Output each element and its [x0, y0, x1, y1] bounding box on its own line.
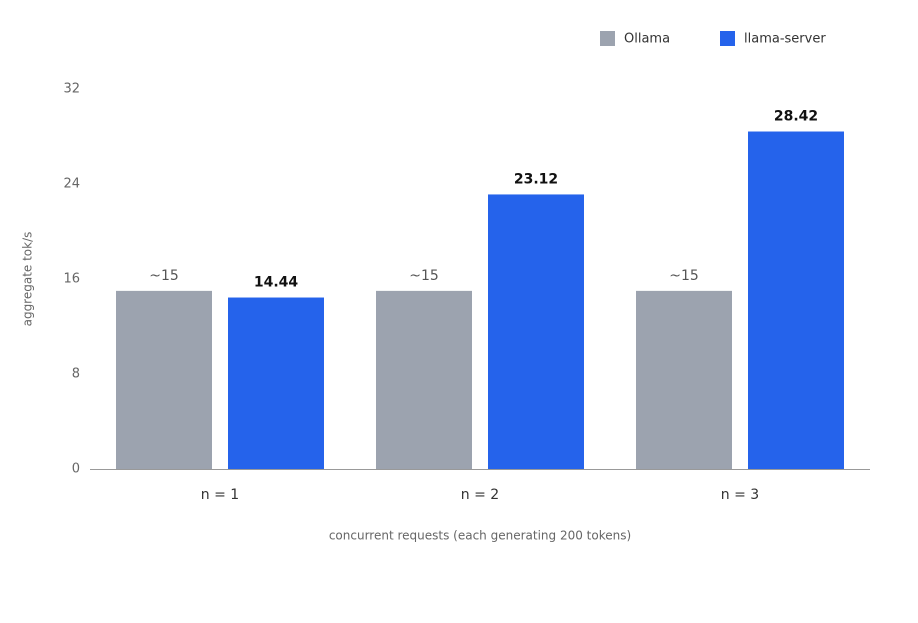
y-axis-title: aggregate tok/s [21, 232, 35, 327]
bar [636, 290, 732, 469]
bar [748, 131, 844, 469]
legend-swatch [600, 31, 615, 46]
y-tick-label: 16 [63, 272, 80, 287]
value-label: 14.44 [254, 275, 299, 291]
bar [228, 297, 324, 469]
value-label: ~15 [669, 268, 699, 284]
y-tick-label: 8 [72, 367, 80, 382]
x-tick-label: n = 1 [201, 487, 239, 503]
value-label: ~15 [149, 268, 179, 284]
y-tick-label: 32 [63, 82, 80, 97]
bar [376, 290, 472, 469]
value-label: ~15 [409, 268, 439, 284]
bar [488, 194, 584, 469]
x-axis-title: concurrent requests (each generating 200… [329, 529, 631, 543]
legend-label: llama-server [744, 32, 826, 47]
y-tick-label: 24 [63, 177, 80, 192]
y-tick-label: 0 [72, 462, 80, 477]
value-label: 28.42 [774, 109, 818, 125]
x-tick-label: n = 3 [721, 487, 759, 503]
legend-label: Ollama [624, 32, 670, 47]
legend-swatch [720, 31, 735, 46]
bar [116, 290, 212, 469]
x-tick-label: n = 2 [461, 487, 499, 503]
value-label: 23.12 [514, 171, 558, 187]
